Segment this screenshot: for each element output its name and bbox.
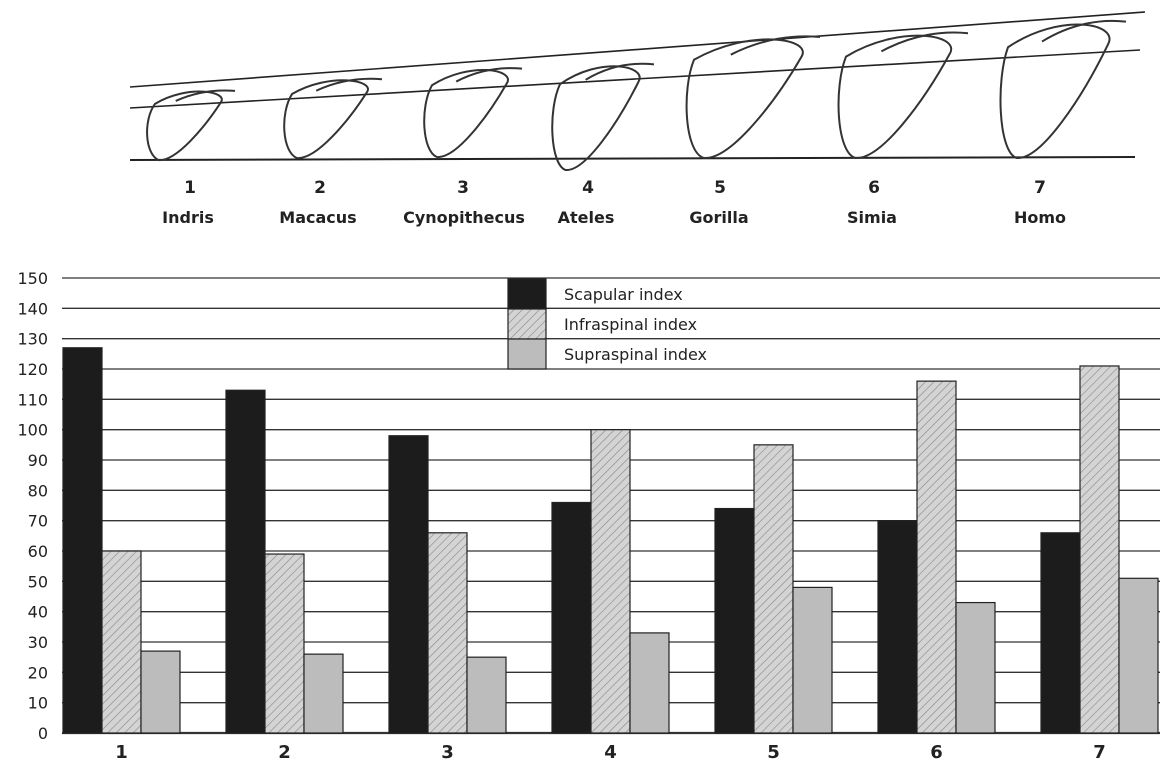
- specimen-number: 3: [457, 178, 469, 198]
- x-tick-label: 4: [604, 742, 617, 762]
- bar-scapular-index: [877, 520, 918, 734]
- y-tick-label: 90: [28, 451, 48, 470]
- bar-infraspinal-index: [264, 553, 305, 734]
- scapula-spine: [455, 67, 523, 83]
- scapula-spine: [315, 77, 383, 92]
- x-tick-label: 7: [1093, 742, 1106, 762]
- specimen-name: Simia: [847, 208, 897, 227]
- x-tick-label: 3: [441, 742, 454, 762]
- baseline-reference-line: [129, 156, 1136, 161]
- bar-chart: 0 10 20 30 40 50 60 70 80 90 100 110 120 130 140 150 1 2…: [17, 269, 1160, 762]
- y-tick-label: 110: [17, 390, 48, 409]
- x-tick-label: 6: [930, 742, 943, 762]
- scapula-outline: [999, 23, 1111, 160]
- bar-supraspinal-index: [303, 653, 344, 734]
- scapula-spine: [585, 62, 655, 81]
- bar-scapular-index: [714, 507, 755, 734]
- bar-infraspinal-index: [753, 444, 794, 734]
- y-tick-label: 150: [17, 269, 48, 288]
- y-tick-label: 140: [17, 299, 48, 318]
- scapula-outline: [685, 38, 804, 160]
- scapula-spine: [880, 31, 969, 53]
- y-tick-label: 70: [28, 512, 48, 531]
- x-tick-label: 1: [115, 742, 128, 762]
- bar-scapular-index: [225, 389, 266, 734]
- specimen-number: 7: [1034, 178, 1046, 198]
- y-tick-label: 40: [28, 603, 48, 622]
- y-tick-label: 130: [17, 330, 48, 349]
- x-tick-label: 2: [278, 742, 291, 762]
- y-tick-labels: 0 10 20 30 40 50 60 70 80 90 100 110 120 130 140 150: [17, 269, 48, 743]
- x-tick-label: 5: [767, 742, 780, 762]
- x-axis: 1 2 3 4 5 6 7: [115, 742, 1106, 762]
- specimen-name: Cynopithecus: [403, 208, 525, 227]
- scapula-shapes: [146, 19, 1127, 172]
- specimen-numbers: 1 2 3 4 5 6 7: [184, 178, 1046, 198]
- scapula-spine: [1041, 19, 1127, 43]
- bar-infraspinal-index: [427, 532, 468, 734]
- specimen-name: Macacus: [279, 208, 356, 227]
- specimen-number: 1: [184, 178, 196, 198]
- specimen-number: 5: [714, 178, 726, 198]
- legend-label: Infraspinal index: [564, 315, 697, 334]
- specimen-name: Indris: [162, 208, 214, 227]
- bar-scapular-index: [551, 501, 592, 734]
- y-tick-label: 80: [28, 481, 48, 500]
- bar-scapular-index: [1040, 532, 1081, 734]
- specimen-number: 6: [868, 178, 880, 198]
- specimen-name: Ateles: [558, 208, 615, 227]
- bar-supraspinal-index: [140, 650, 181, 734]
- upper-slope-reference-line: [129, 11, 1146, 88]
- y-tick-label: 60: [28, 542, 48, 561]
- scapula-illustration: 1 2 3 4 5 6 7 Indris Macacus Cynopithecu…: [129, 11, 1146, 227]
- y-tick-label: 100: [17, 421, 48, 440]
- bar-scapular-index: [62, 347, 103, 734]
- bar-supraspinal-index: [1118, 577, 1159, 734]
- legend-label: Supraspinal index: [564, 345, 707, 364]
- legend-label: Scapular index: [564, 285, 683, 304]
- bar-supraspinal-index: [955, 601, 996, 734]
- scapula-outline: [283, 79, 369, 160]
- bar-infraspinal-index: [1079, 365, 1120, 734]
- bar-infraspinal-index: [916, 380, 957, 734]
- specimen-number: 4: [582, 178, 594, 198]
- specimen-name: Homo: [1014, 208, 1066, 227]
- bar-scapular-index: [388, 435, 429, 734]
- specimen-number: 2: [314, 178, 326, 198]
- specimen-name: Gorilla: [689, 208, 748, 227]
- middle-slope-reference-line: [129, 49, 1141, 109]
- bar-supraspinal-index: [792, 586, 833, 734]
- y-tick-label: 30: [28, 633, 48, 652]
- bar-infraspinal-index: [590, 429, 631, 734]
- bar-supraspinal-index: [466, 656, 507, 734]
- bar-infraspinal-index: [101, 550, 142, 734]
- y-tick-label: 50: [28, 572, 48, 591]
- legend: Scapular index Infraspinal index Supraspin…: [507, 278, 707, 370]
- bar-supraspinal-index: [629, 632, 670, 734]
- bars: [62, 347, 1159, 734]
- specimen-names: Indris Macacus Cynopithecus Ateles Goril…: [162, 208, 1066, 227]
- legend-swatch: [507, 338, 547, 370]
- scapula-outline: [146, 90, 223, 162]
- scapula-spine: [730, 35, 821, 56]
- legend-swatch: [507, 308, 547, 340]
- y-tick-label: 0: [38, 724, 48, 743]
- scapula-spine: [175, 89, 236, 102]
- y-tick-label: 10: [28, 694, 48, 713]
- scapula-outline: [423, 68, 509, 159]
- y-tick-label: 120: [17, 360, 48, 379]
- y-tick-label: 20: [28, 663, 48, 682]
- scapula-outline: [837, 34, 953, 160]
- legend-swatch: [507, 278, 547, 310]
